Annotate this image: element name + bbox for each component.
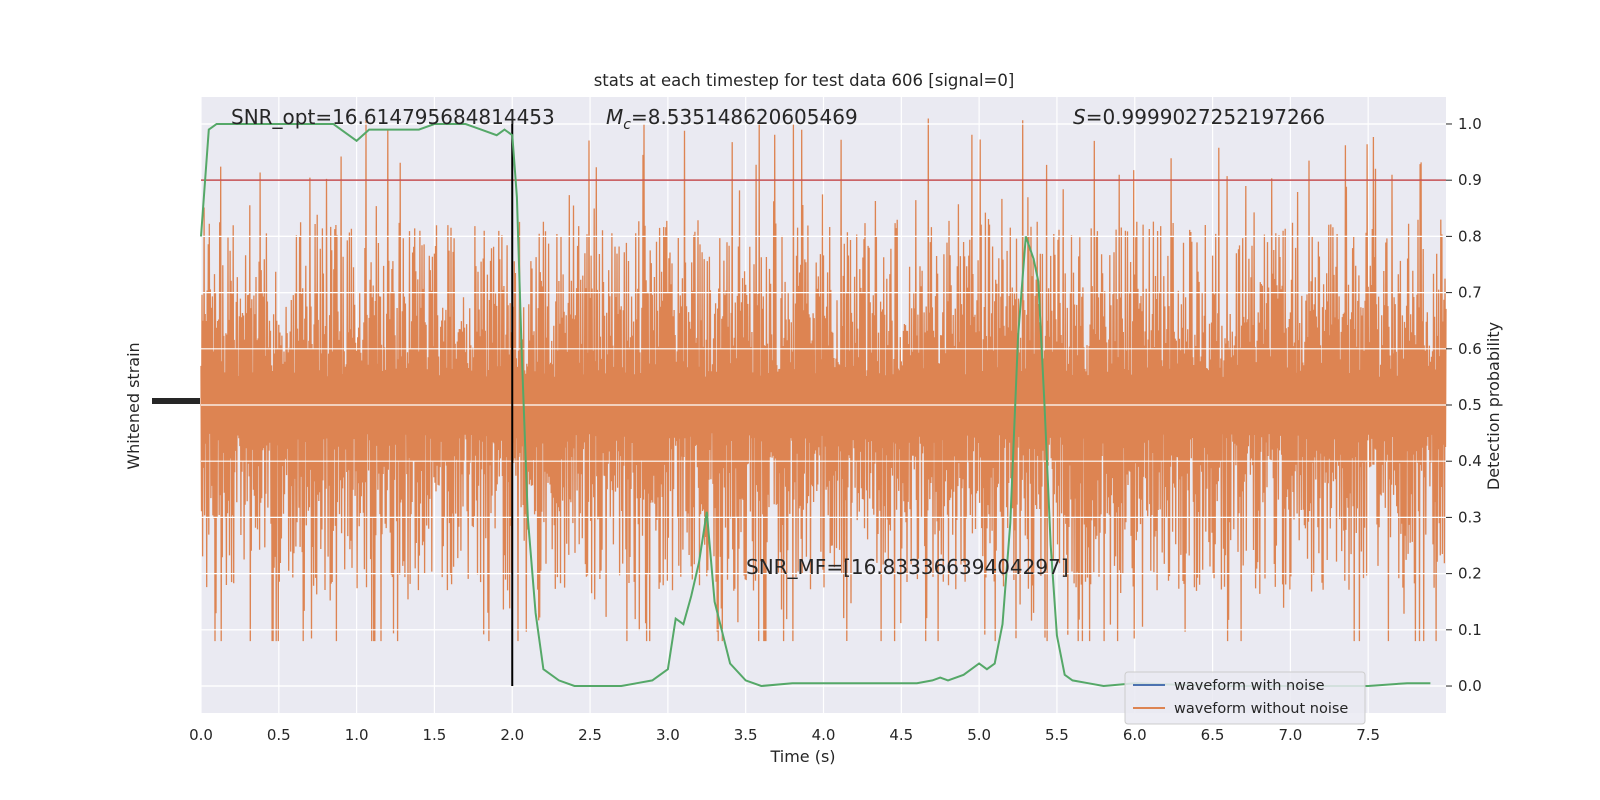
legend: waveform with noise waveform without noi…: [1124, 671, 1366, 725]
x-tick-label: 5.5: [1045, 726, 1069, 744]
x-tick-label: 6.5: [1201, 726, 1225, 744]
right-axis-label: Detection probability: [1484, 322, 1503, 490]
legend-label-with-noise: waveform with noise: [1174, 678, 1325, 694]
x-tick-label: 3.0: [656, 726, 680, 744]
right-tick-label: 0.5: [1458, 396, 1482, 414]
x-axis-label: Time (s): [769, 747, 835, 766]
detection-probability-line: [200, 123, 1431, 688]
right-tick-label: 0.9: [1458, 171, 1482, 189]
x-tick-label: 1.5: [423, 726, 447, 744]
right-tick-label: 0.3: [1458, 508, 1482, 526]
right-tick-label: 0.7: [1458, 284, 1482, 302]
snr-mf-annotation: SNR_MF=[16.83336639404297]: [746, 555, 1069, 579]
x-tick-label: 7.5: [1356, 726, 1380, 744]
s-value: =0.9999027252197266: [1086, 105, 1325, 129]
right-tick-label: 1.0: [1458, 115, 1482, 133]
right-tick-label: 0.6: [1458, 340, 1482, 358]
s-symbol: S: [1073, 105, 1086, 129]
snr-opt-annotation: SNR_opt=16.614795684814453: [231, 105, 555, 129]
right-tick-label: 0.8: [1458, 227, 1482, 245]
x-tick-label: 2.0: [500, 726, 524, 744]
x-tick-label: 3.5: [734, 726, 758, 744]
left-axis-label: Whitened strain: [124, 342, 143, 469]
x-tick-label: 0.5: [267, 726, 291, 744]
x-tick-label: 5.0: [967, 726, 991, 744]
x-tick-label: 2.5: [578, 726, 602, 744]
mc-symbol: M: [606, 105, 623, 129]
x-tick-label: 0.0: [189, 726, 213, 744]
x-tick-label: 1.0: [345, 726, 369, 744]
right-tick-label: 0.1: [1458, 621, 1482, 639]
mc-value: =8.535148620605469: [631, 105, 858, 129]
mc-subscript: c: [623, 117, 631, 133]
strain-trace: [200, 118, 1447, 642]
legend-label-without-noise: waveform without noise: [1174, 701, 1348, 717]
chart-title: stats at each timestep for test data 606…: [594, 71, 1015, 90]
s-annotation: S=0.9999027252197266: [1073, 105, 1325, 129]
left-axis-tick-artifact: [152, 398, 200, 404]
x-tick-label: 6.0: [1123, 726, 1147, 744]
x-tick-label: 7.0: [1278, 726, 1302, 744]
x-tick-label: 4.0: [812, 726, 836, 744]
right-tick-label: 0.4: [1458, 452, 1482, 470]
x-tick-label: 4.5: [889, 726, 913, 744]
legend-box: [1124, 671, 1366, 725]
right-tick-label: 0.0: [1458, 677, 1482, 695]
right-tick-label: 0.2: [1458, 565, 1482, 583]
mc-annotation: Mc=8.535148620605469: [606, 105, 858, 133]
